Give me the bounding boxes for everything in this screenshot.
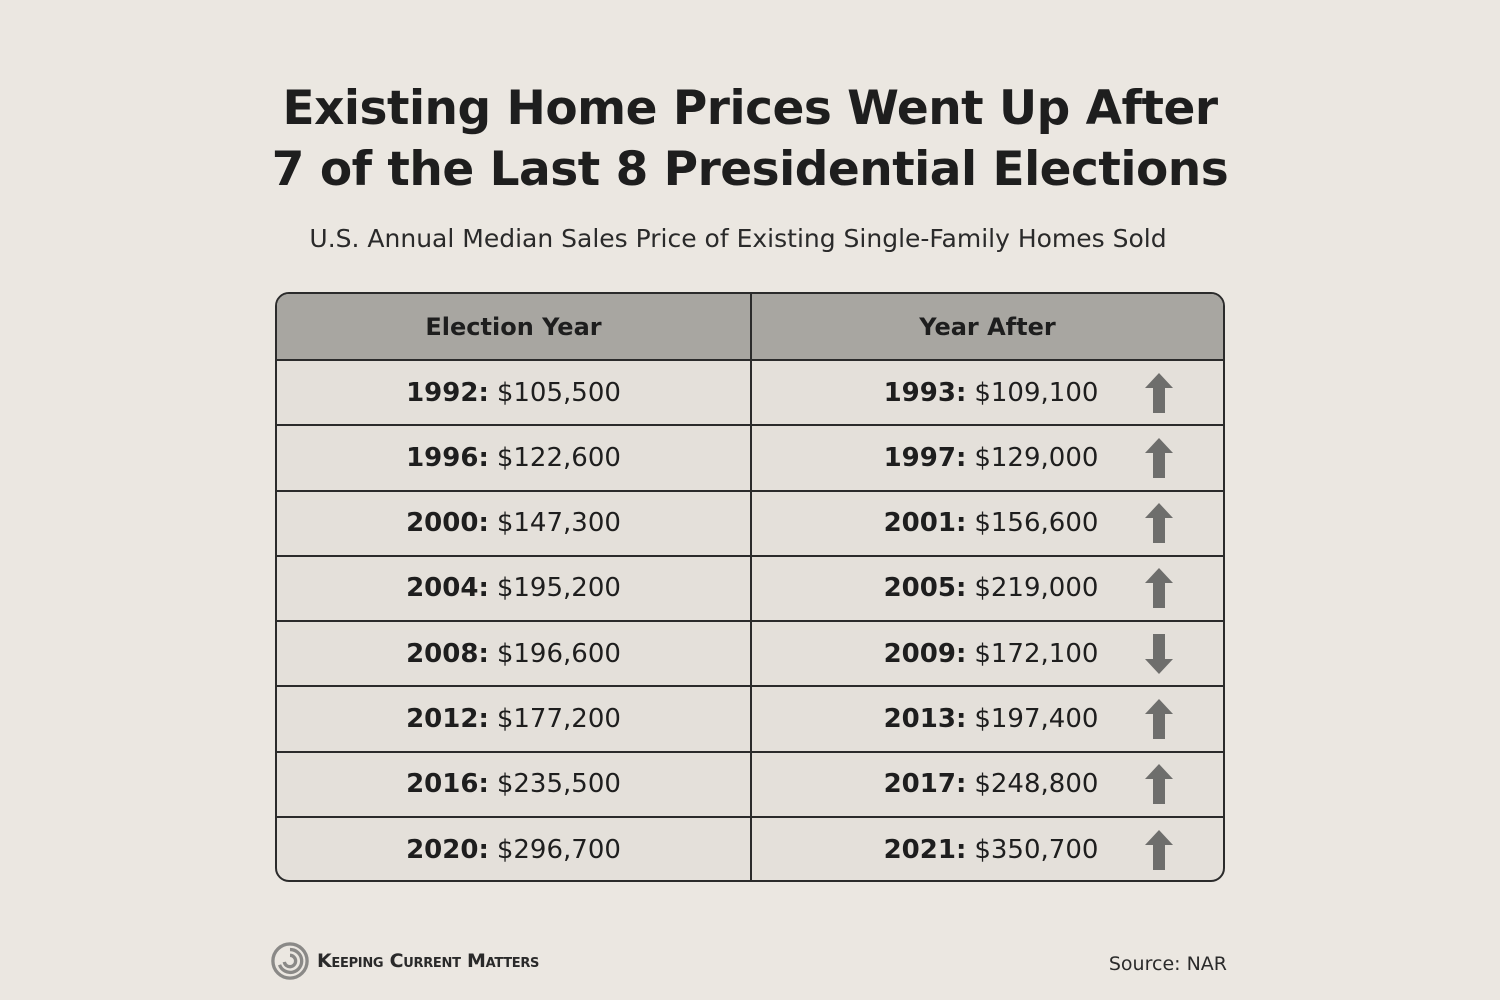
election-year-label: 2020: <box>406 834 489 865</box>
election-year-price: $296,700 <box>496 834 621 865</box>
brand-logo: Keeping Current Matters <box>271 942 539 980</box>
election-year-cell: 2000: $147,300 <box>277 490 752 557</box>
year-after-text: 1997: $129,000 <box>752 442 1223 473</box>
year-after-cell: 2001: $156,600 <box>751 490 1223 557</box>
chart-subtitle: U.S. Annual Median Sales Price of Existi… <box>309 224 1167 253</box>
source-note: Source: NAR <box>1108 953 1227 975</box>
election-year-price: $122,600 <box>496 442 621 473</box>
year-after-text: 2005: $219,000 <box>752 573 1223 604</box>
year-after-label: 1997: <box>883 442 967 473</box>
election-year-label: 2004: <box>406 573 489 604</box>
year-after-price: $248,800 <box>974 769 1099 800</box>
election-year-cell: 2004: $195,200 <box>277 555 752 623</box>
election-year-price: $196,600 <box>496 638 621 669</box>
election-year-label: 1992: <box>406 377 489 408</box>
year-after-cell: 1993: $109,100 <box>751 360 1223 427</box>
year-after-price: $197,400 <box>974 703 1099 734</box>
election-year-cell: 1992: $105,500 <box>277 360 752 427</box>
election-year-label: 2000: <box>406 508 489 539</box>
arrow-up-icon <box>1144 503 1174 544</box>
year-after-cell: 2005: $219,000 <box>751 555 1223 623</box>
election-year-label: 1996: <box>406 442 489 473</box>
election-year-label: 2016: <box>406 769 489 800</box>
year-after-label: 2005: <box>883 573 967 604</box>
table-row: 2020: $296,700 2021: $350,700 <box>277 816 1223 880</box>
election-year-label: 2008: <box>406 638 489 669</box>
year-after-text: 2013: $197,400 <box>752 703 1223 734</box>
header-election-year: Election Year <box>277 294 752 361</box>
table-row: 2008: $196,600 2009: $172,100 <box>277 621 1223 688</box>
price-table: Election Year Year After 1992: $105,500 19… <box>275 292 1225 882</box>
election-year-cell: 1996: $122,600 <box>277 425 752 492</box>
year-after-label: 2021: <box>883 834 967 865</box>
spiral-logo-icon <box>271 942 309 980</box>
election-year-cell: 2016: $235,500 <box>277 751 752 818</box>
year-after-price: $156,600 <box>974 508 1099 539</box>
year-after-price: $129,000 <box>974 442 1099 473</box>
table-header-row: Election Year Year After <box>277 294 1223 361</box>
year-after-label: 2013: <box>883 703 967 734</box>
title-line-1: Existing Home Prices Went Up After <box>282 81 1218 136</box>
table-row: 2004: $195,200 2005: $219,000 <box>277 555 1223 623</box>
year-after-label: 2017: <box>883 769 967 800</box>
year-after-price: $109,100 <box>974 377 1099 408</box>
year-after-cell: 2013: $197,400 <box>751 686 1223 753</box>
election-year-cell: 2020: $296,700 <box>277 816 752 880</box>
arrow-up-icon <box>1144 437 1174 478</box>
year-after-cell: 2017: $248,800 <box>751 751 1223 818</box>
table-row: 2016: $235,500 2017: $248,800 <box>277 751 1223 818</box>
year-after-label: 1993: <box>883 377 967 408</box>
arrow-up-icon <box>1144 764 1174 805</box>
table-row: 2000: $147,300 2001: $156,600 <box>277 490 1223 557</box>
year-after-price: $219,000 <box>974 573 1099 604</box>
election-year-price: $105,500 <box>496 377 621 408</box>
arrow-up-icon <box>1144 698 1174 739</box>
header-year-after: Year After <box>751 294 1223 361</box>
year-after-label: 2001: <box>883 508 967 539</box>
arrow-up-icon <box>1144 372 1174 413</box>
arrow-down-icon <box>1144 633 1174 674</box>
election-year-price: $177,200 <box>496 703 621 734</box>
arrow-up-icon <box>1144 568 1174 609</box>
year-after-cell: 2021: $350,700 <box>751 817 1223 880</box>
arrow-up-icon <box>1144 829 1174 870</box>
year-after-text: 2017: $248,800 <box>752 769 1223 800</box>
table-row: 1992: $105,500 1993: $109,100 <box>277 360 1223 427</box>
year-after-text: 2021: $350,700 <box>752 834 1223 865</box>
election-year-price: $235,500 <box>496 769 621 800</box>
election-year-label: 2012: <box>406 703 489 734</box>
election-year-cell: 2008: $196,600 <box>277 621 752 688</box>
chart-title: Existing Home Prices Went Up After 7 of … <box>0 78 1500 200</box>
year-after-text: 2001: $156,600 <box>752 508 1223 539</box>
year-after-price: $172,100 <box>974 638 1099 669</box>
table-body: 1992: $105,500 1993: $109,100 1996: $122,600 1… <box>277 360 1223 880</box>
year-after-cell: 1997: $129,000 <box>751 425 1223 492</box>
election-year-cell: 2012: $177,200 <box>277 686 752 753</box>
table-row: 1996: $122,600 1997: $129,000 <box>277 425 1223 492</box>
year-after-cell: 2009: $172,100 <box>751 621 1223 688</box>
brand-name: Keeping Current Matters <box>317 950 540 972</box>
year-after-text: 1993: $109,100 <box>752 377 1223 408</box>
year-after-text: 2009: $172,100 <box>752 638 1223 669</box>
election-year-price: $195,200 <box>496 573 621 604</box>
year-after-price: $350,700 <box>974 834 1099 865</box>
title-line-2: 7 of the Last 8 Presidential Elections <box>271 142 1229 197</box>
year-after-label: 2009: <box>883 638 967 669</box>
table-row: 2012: $177,200 2013: $197,400 <box>277 686 1223 753</box>
election-year-price: $147,300 <box>496 508 621 539</box>
